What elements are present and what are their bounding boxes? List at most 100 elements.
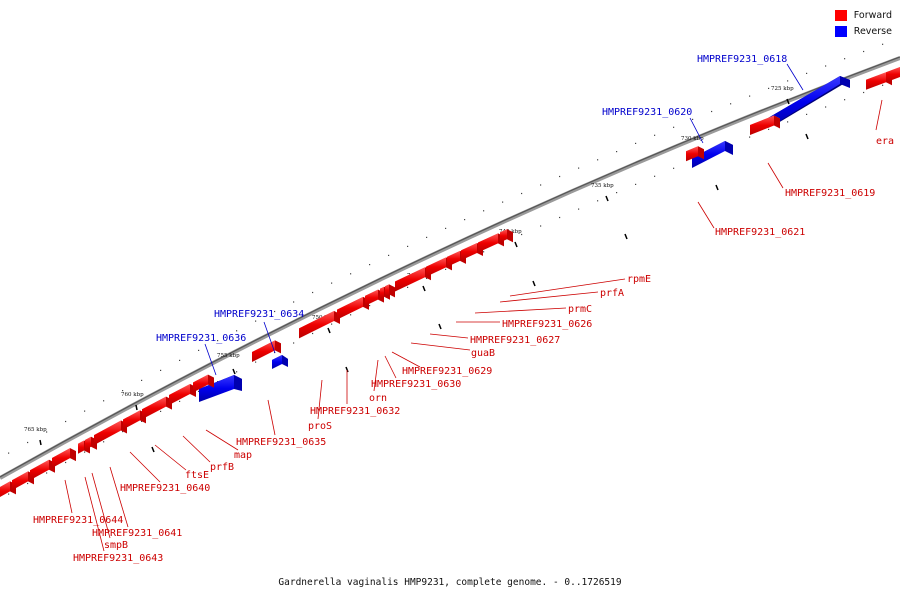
tick-dot xyxy=(635,142,637,144)
label-prfb[interactable]: prfB xyxy=(210,462,234,473)
leader-hmpref9231-0621 xyxy=(697,201,715,229)
tick-dot xyxy=(502,201,504,203)
gene-labels: HMPREF9231_0618 HMPREF9231_0620 HMPREF92… xyxy=(33,54,894,564)
tick-dot xyxy=(844,99,846,101)
label-hmpref9231-0636[interactable]: HMPREF9231_0636 xyxy=(156,333,246,344)
tick-dot xyxy=(141,379,143,381)
tick-dot xyxy=(84,410,86,412)
tick-dot xyxy=(8,493,10,495)
tick-mark-750 xyxy=(327,327,331,334)
forward-gene-block[interactable] xyxy=(500,229,513,243)
label-smpb[interactable]: smpB xyxy=(104,540,128,551)
label-hmpref9231-0641[interactable]: HMPREF9231_0641 xyxy=(92,528,182,539)
forward-gene-block[interactable] xyxy=(193,374,214,393)
label-hmpref9231-0618[interactable]: HMPREF9231_0618 xyxy=(697,54,787,65)
tick-label-735: 735 kbp xyxy=(591,183,614,189)
legend-reverse-label: Reverse xyxy=(853,26,892,37)
leader-smpb xyxy=(91,472,111,539)
forward-gene-block[interactable] xyxy=(886,66,900,83)
label-hmpref9231-0620[interactable]: HMPREF9231_0620 xyxy=(602,107,692,118)
forward-gene-block[interactable] xyxy=(169,384,196,406)
label-hmpref9231-0643[interactable]: HMPREF9231_0643 xyxy=(73,553,163,564)
tick-dot xyxy=(635,183,637,185)
tick-dot xyxy=(350,273,352,275)
inner-tick-mark xyxy=(345,366,349,373)
tick-dot xyxy=(312,291,314,294)
inner-tick-mark xyxy=(438,323,442,330)
forward-gene-block[interactable] xyxy=(94,420,127,446)
legend-forward[interactable]: Forward xyxy=(834,8,892,23)
inner-tick-mark xyxy=(715,184,719,191)
forward-gene-block[interactable] xyxy=(385,284,395,298)
leader-hmpref9231-0619 xyxy=(767,162,784,189)
tick-dot xyxy=(768,128,770,130)
label-map[interactable]: map xyxy=(234,450,252,461)
forward-gene-block[interactable] xyxy=(52,448,76,469)
label-guab[interactable]: guaB xyxy=(471,348,495,359)
tick-dot xyxy=(160,369,162,371)
leader-orn xyxy=(373,359,379,392)
label-hmpref9231-0629[interactable]: HMPREF9231_0629 xyxy=(402,366,492,377)
label-prfa[interactable]: prfA xyxy=(600,288,624,299)
gene-hmpref9231-0618[interactable] xyxy=(768,76,850,128)
leader-hmpref9231-0630 xyxy=(384,355,397,379)
reverse-swatch xyxy=(834,26,847,37)
label-hmpref9231-0621[interactable]: HMPREF9231_0621 xyxy=(715,227,805,238)
tick-mark-740 xyxy=(514,241,518,248)
label-era[interactable]: era xyxy=(876,136,894,147)
tick-dot xyxy=(445,268,447,270)
gene-hmpref9231-0634[interactable] xyxy=(272,355,288,369)
tick-label-765: 765 kbp xyxy=(24,427,47,433)
tick-dot xyxy=(407,286,409,288)
forward-swatch xyxy=(834,10,847,21)
tick-dot xyxy=(293,301,295,303)
tick-dot xyxy=(825,65,827,67)
tick-dot xyxy=(711,110,713,113)
label-hmpref9231-0619[interactable]: HMPREF9231_0619 xyxy=(785,188,875,199)
tick-mark-745 xyxy=(422,285,426,292)
label-hmpref9231-0632[interactable]: HMPREF9231_0632 xyxy=(310,406,400,417)
tick-dot xyxy=(8,452,10,454)
tick-dot xyxy=(179,400,181,402)
forward-gene-block[interactable] xyxy=(30,459,55,481)
tick-dot xyxy=(255,320,257,322)
label-hmpref9231-0626[interactable]: HMPREF9231_0626 xyxy=(502,319,592,330)
label-orn[interactable]: orn xyxy=(369,393,387,404)
gene-hmpref9231-0636[interactable] xyxy=(199,375,242,402)
legend-reverse[interactable]: Reverse xyxy=(834,24,892,39)
tick-dot xyxy=(768,87,770,89)
label-hmpref9231-0634[interactable]: HMPREF9231_0634 xyxy=(214,309,304,320)
tick-dot xyxy=(46,431,48,433)
leader-prmc xyxy=(474,307,567,314)
label-hmpref9231-0630[interactable]: HMPREF9231_0630 xyxy=(371,379,461,390)
label-rpme[interactable]: rpmE xyxy=(627,274,651,285)
leader-hmpref9231-0629 xyxy=(391,351,421,368)
leader-hmpref9231-0634 xyxy=(263,321,276,354)
label-ftse[interactable]: ftsE xyxy=(185,470,209,481)
label-hmpref9231-0635[interactable]: HMPREF9231_0635 xyxy=(236,437,326,448)
label-pros[interactable]: proS xyxy=(308,421,332,432)
forward-gene-block[interactable] xyxy=(252,340,281,363)
tick-label-755: 755 kbp xyxy=(217,353,240,359)
tick-dot xyxy=(540,184,542,186)
tick-dot xyxy=(84,451,86,453)
tick-dot xyxy=(749,136,751,138)
inner-tick-mark xyxy=(151,446,155,453)
tick-dot xyxy=(787,80,789,82)
tick-dot xyxy=(464,219,466,221)
tick-dot xyxy=(369,264,371,266)
forward-gene-block[interactable] xyxy=(686,146,704,162)
tick-dot xyxy=(654,134,656,136)
tick-dot xyxy=(673,167,675,169)
label-hmpref9231-0627[interactable]: HMPREF9231_0627 xyxy=(470,335,560,346)
label-hmpref9231-0644[interactable]: HMPREF9231_0644 xyxy=(33,515,123,526)
label-hmpref9231-0640[interactable]: HMPREF9231_0640 xyxy=(120,483,210,494)
leader-era xyxy=(875,99,883,131)
inner-tick-dots xyxy=(8,84,884,495)
label-prmc[interactable]: prmC xyxy=(568,304,592,315)
leader-hmpref9231-0627 xyxy=(429,333,469,339)
tick-dot xyxy=(882,43,884,45)
forward-gene-block[interactable] xyxy=(750,115,780,136)
leader-prfa xyxy=(499,291,599,303)
